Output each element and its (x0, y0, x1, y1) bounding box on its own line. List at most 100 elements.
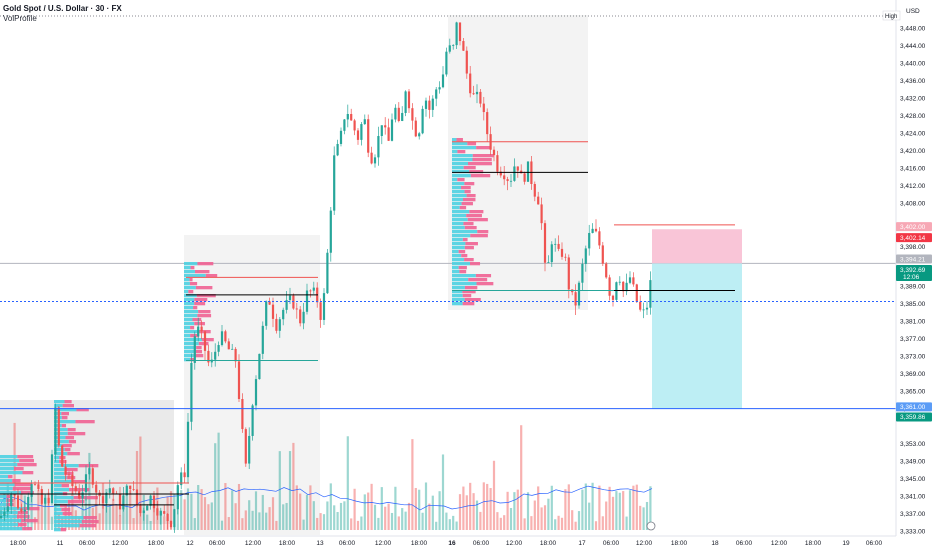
candle-body[interactable] (81, 492, 84, 499)
candle-body[interactable] (112, 488, 115, 494)
candle-body[interactable] (564, 256, 567, 258)
candle-body[interactable] (384, 125, 387, 128)
candle-body[interactable] (421, 108, 424, 134)
candle-body[interactable] (10, 494, 13, 507)
risk-top-tag[interactable] (896, 222, 932, 232)
candle-body[interactable] (299, 309, 302, 324)
candle-body[interactable] (3, 511, 6, 516)
candle-body[interactable] (516, 166, 519, 171)
candle-body[interactable] (101, 496, 105, 504)
candle-body[interactable] (64, 466, 67, 475)
candle-body[interactable] (373, 157, 377, 164)
candle-body[interactable] (251, 405, 254, 436)
candle-body[interactable] (224, 331, 227, 342)
candle-body[interactable] (248, 435, 251, 464)
candle-body[interactable] (71, 474, 74, 487)
candle-body[interactable] (339, 130, 343, 144)
candle-body[interactable] (431, 98, 434, 110)
candle-body[interactable] (237, 361, 241, 400)
candle-body[interactable] (346, 114, 349, 120)
candle-body[interactable] (574, 292, 577, 306)
candle-body[interactable] (543, 223, 547, 263)
candle-body[interactable] (180, 472, 183, 486)
candle-body[interactable] (499, 171, 502, 176)
candle-body[interactable] (129, 485, 132, 490)
candle-body[interactable] (560, 248, 564, 257)
candle-body[interactable] (625, 282, 628, 292)
candle-body[interactable] (13, 494, 16, 496)
candle-body[interactable] (146, 505, 149, 511)
candle-body[interactable] (302, 311, 305, 324)
candle-body[interactable] (526, 161, 530, 182)
candle-body[interactable] (455, 22, 458, 46)
candle-body[interactable] (271, 304, 275, 319)
candle-body[interactable] (139, 504, 142, 514)
candle-body[interactable] (445, 51, 448, 75)
candle-body[interactable] (207, 350, 210, 363)
candle-body[interactable] (326, 252, 329, 294)
candle-body[interactable] (322, 293, 326, 320)
candle-body[interactable] (217, 345, 220, 352)
candle-body[interactable] (176, 485, 179, 510)
candle-body[interactable] (152, 495, 156, 509)
candle-body[interactable] (540, 204, 543, 224)
candle-body[interactable] (231, 348, 234, 350)
candle-body[interactable] (642, 309, 645, 311)
candle-body[interactable] (363, 119, 366, 125)
candle-body[interactable] (268, 301, 271, 305)
candle-body[interactable] (554, 243, 557, 245)
candle-body[interactable] (244, 429, 247, 464)
candle-body[interactable] (475, 91, 479, 95)
indicator-label[interactable]: VolProfile (3, 14, 37, 23)
candle-body[interactable] (159, 511, 162, 516)
candle-body[interactable] (47, 497, 50, 504)
candle-body[interactable] (125, 485, 128, 496)
candle-body[interactable] (353, 120, 356, 131)
candle-body[interactable] (557, 243, 560, 249)
candle-body[interactable] (465, 50, 468, 74)
candle-body[interactable] (169, 521, 173, 528)
candle-body[interactable] (27, 496, 30, 510)
candle-body[interactable] (622, 281, 625, 292)
candle-body[interactable] (105, 492, 108, 504)
candle-body[interactable] (486, 112, 489, 135)
candle-body[interactable] (285, 300, 288, 310)
candle-body[interactable] (452, 45, 455, 46)
candle-body[interactable] (387, 127, 390, 141)
candle-body[interactable] (584, 248, 587, 264)
candle-body[interactable] (319, 302, 322, 320)
candle-body[interactable] (292, 295, 295, 309)
candle-body[interactable] (482, 103, 485, 113)
candle-body[interactable] (74, 486, 77, 492)
candle-body[interactable] (356, 130, 360, 140)
candle-body[interactable] (367, 119, 370, 153)
candle-body[interactable] (190, 362, 193, 422)
last-price-tag[interactable] (896, 254, 932, 264)
candle-body[interactable] (333, 155, 336, 211)
candle-body[interactable] (635, 284, 638, 302)
candle-body[interactable] (23, 509, 26, 512)
candle-body[interactable] (547, 262, 550, 263)
candle-body[interactable] (394, 107, 397, 120)
candle-body[interactable] (390, 119, 394, 141)
candle-body[interactable] (404, 91, 407, 113)
candle-body[interactable] (645, 307, 649, 310)
candle-body[interactable] (278, 319, 281, 331)
candle-body[interactable] (360, 124, 363, 140)
level-tag[interactable] (896, 402, 932, 412)
candle-body[interactable] (295, 308, 298, 310)
candle-body[interactable] (30, 484, 33, 497)
reward-zone[interactable] (652, 263, 742, 409)
candle-body[interactable] (618, 281, 621, 283)
candle-body[interactable] (88, 468, 91, 475)
candle-body[interactable] (411, 108, 414, 121)
candle-body[interactable] (594, 228, 598, 232)
candle-body[interactable] (441, 74, 445, 88)
candle-body[interactable] (567, 257, 570, 290)
candle-body[interactable] (227, 341, 230, 350)
candle-body[interactable] (95, 484, 98, 493)
candle-body[interactable] (57, 407, 60, 446)
candle-body[interactable] (598, 231, 601, 246)
candle-body[interactable] (492, 149, 496, 156)
candle-body[interactable] (33, 484, 37, 485)
